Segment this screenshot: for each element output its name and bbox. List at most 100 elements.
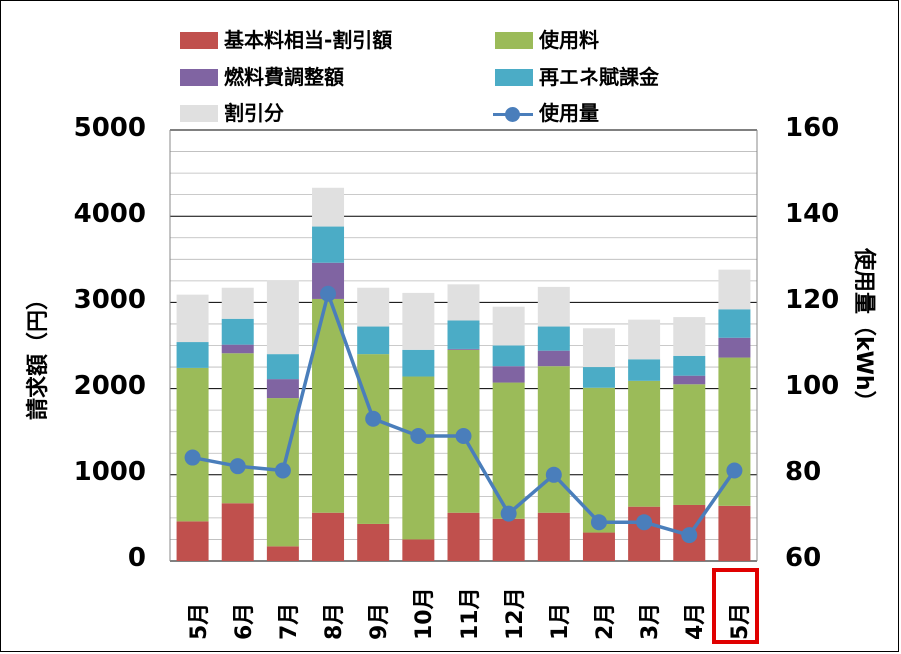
bar-base-9 bbox=[582, 532, 615, 561]
bar-discount-4 bbox=[357, 287, 390, 327]
x-tick-3: 8月 bbox=[322, 602, 348, 640]
bar-discount-8 bbox=[537, 286, 570, 327]
legend-label-renewable: 再エネ賦課金 bbox=[539, 65, 659, 89]
legend-item-fuel: 燃料費調整額 bbox=[180, 61, 344, 90]
bar-renewable-10 bbox=[628, 359, 661, 381]
y-tick-left-3000: 3000 bbox=[73, 285, 146, 315]
legend-swatch-base bbox=[180, 32, 218, 49]
bar-discount-6 bbox=[447, 284, 480, 321]
bar-usage-12 bbox=[718, 357, 751, 506]
legend-marker-usage-line bbox=[493, 106, 533, 123]
usage-point-4 bbox=[365, 410, 382, 427]
usage-point-12 bbox=[726, 462, 743, 479]
usage-point-6 bbox=[455, 428, 472, 445]
bar-fuel-8 bbox=[537, 350, 570, 367]
bar-renewable-11 bbox=[673, 355, 706, 376]
x-tick-1: 6月 bbox=[231, 602, 257, 640]
bar-fuel-1 bbox=[221, 344, 254, 354]
bar-discount-11 bbox=[673, 317, 706, 356]
bar-discount-0 bbox=[176, 294, 209, 343]
bar-base-8 bbox=[537, 512, 570, 561]
y-tick-right-100: 100 bbox=[785, 371, 840, 401]
legend-label-usage: 使用料 bbox=[539, 28, 599, 52]
bar-base-12 bbox=[718, 505, 751, 561]
legend-label-base: 基本料相当-割引額 bbox=[224, 28, 393, 52]
y-tick-right-80: 80 bbox=[785, 457, 822, 487]
usage-point-10 bbox=[636, 514, 653, 531]
legend-swatch-discount bbox=[180, 105, 218, 122]
legend-item-base: 基本料相当-割引額 bbox=[180, 24, 392, 53]
bar-discount-7 bbox=[492, 306, 525, 346]
usage-point-0 bbox=[184, 449, 201, 466]
bar-renewable-5 bbox=[402, 349, 435, 377]
x-tick-4: 9月 bbox=[367, 602, 393, 640]
bar-usage-4 bbox=[357, 354, 390, 524]
bar-usage-1 bbox=[221, 353, 254, 504]
bar-renewable-6 bbox=[447, 320, 480, 349]
y-tick-right-160: 160 bbox=[785, 113, 840, 143]
bar-renewable-2 bbox=[266, 354, 299, 380]
usage-point-11 bbox=[681, 527, 698, 544]
usage-point-2 bbox=[274, 462, 291, 479]
bar-base-2 bbox=[266, 546, 299, 561]
bar-discount-10 bbox=[628, 319, 661, 360]
x-tick-0: 5月 bbox=[186, 602, 212, 640]
bar-renewable-0 bbox=[176, 342, 209, 368]
y-tick-left-1000: 1000 bbox=[73, 457, 146, 487]
bar-usage-7 bbox=[492, 382, 525, 519]
bar-usage-0 bbox=[176, 367, 209, 522]
bar-base-1 bbox=[221, 503, 254, 561]
y-tick-left-0: 0 bbox=[127, 543, 146, 573]
bar-renewable-1 bbox=[221, 318, 254, 345]
legend-label-usage-line: 使用量 bbox=[539, 101, 599, 125]
highlight-box-current-month bbox=[712, 568, 759, 644]
bar-renewable-9 bbox=[582, 367, 615, 388]
y-tick-right-120: 120 bbox=[785, 285, 840, 315]
bar-discount-12 bbox=[718, 269, 751, 310]
bar-renewable-12 bbox=[718, 309, 751, 338]
bar-discount-3 bbox=[312, 187, 345, 227]
x-tick-2: 7月 bbox=[276, 602, 302, 640]
bar-discount-5 bbox=[402, 292, 435, 350]
bar-renewable-4 bbox=[357, 326, 390, 355]
bar-discount-2 bbox=[266, 280, 299, 355]
x-tick-11: 4月 bbox=[683, 602, 709, 640]
bar-fuel-2 bbox=[266, 379, 299, 399]
bar-base-0 bbox=[176, 521, 209, 561]
bar-base-6 bbox=[447, 512, 480, 561]
x-tick-6: 11月 bbox=[457, 587, 483, 640]
usage-point-1 bbox=[229, 458, 246, 475]
bar-base-4 bbox=[357, 523, 390, 561]
bar-base-7 bbox=[492, 518, 525, 561]
bar-renewable-3 bbox=[312, 226, 345, 263]
bar-base-5 bbox=[402, 539, 435, 561]
bar-fuel-6 bbox=[447, 348, 480, 350]
legend-swatch-fuel bbox=[180, 69, 218, 86]
bar-fuel-11 bbox=[673, 375, 706, 385]
bar-usage-10 bbox=[628, 380, 661, 507]
y-tick-right-60: 60 bbox=[785, 543, 822, 573]
x-tick-9: 2月 bbox=[592, 602, 618, 640]
bar-discount-9 bbox=[582, 328, 615, 368]
usage-point-3 bbox=[320, 285, 337, 302]
usage-point-5 bbox=[410, 428, 427, 445]
bar-usage-9 bbox=[582, 387, 615, 533]
usage-point-9 bbox=[590, 514, 607, 531]
bar-discount-1 bbox=[221, 287, 254, 319]
x-tick-5: 10月 bbox=[412, 587, 438, 640]
x-tick-7: 12月 bbox=[502, 587, 528, 640]
bar-fuel-7 bbox=[492, 366, 525, 383]
bar-base-3 bbox=[312, 512, 345, 561]
y-tick-left-4000: 4000 bbox=[73, 199, 146, 229]
x-tick-10: 3月 bbox=[638, 602, 664, 640]
usage-point-7 bbox=[500, 505, 517, 522]
bar-usage-11 bbox=[673, 384, 706, 505]
bar-renewable-8 bbox=[537, 326, 570, 351]
legend-item-usage-line: 使用量 bbox=[493, 97, 599, 126]
legend-label-fuel: 燃料費調整額 bbox=[224, 65, 344, 89]
y-tick-left-2000: 2000 bbox=[73, 371, 146, 401]
usage-point-8 bbox=[545, 466, 562, 483]
bar-usage-8 bbox=[537, 366, 570, 513]
